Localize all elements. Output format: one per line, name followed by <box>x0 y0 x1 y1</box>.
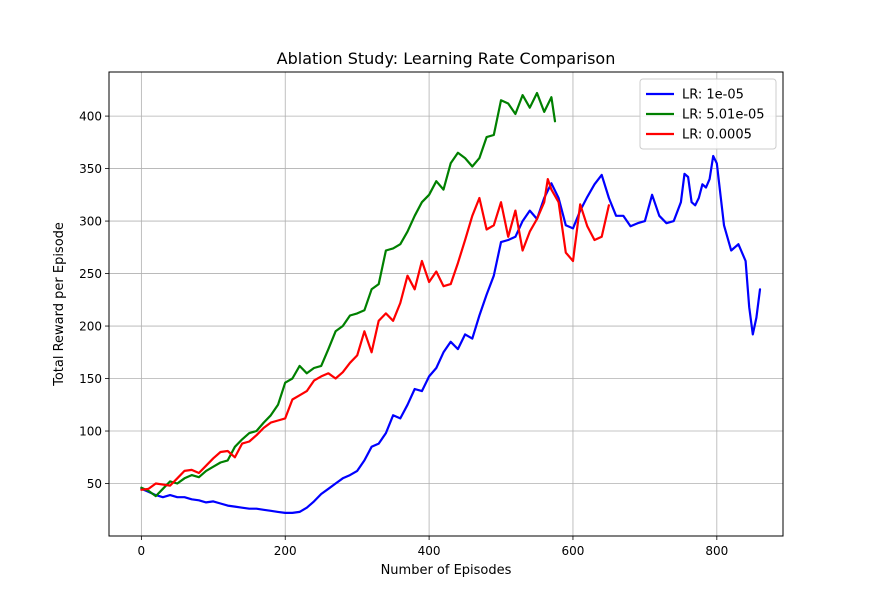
legend-label: LR: 0.0005 <box>682 128 752 143</box>
x-tick-label: 600 <box>562 544 585 558</box>
legend-box <box>639 78 777 150</box>
x-tick-label: 400 <box>418 544 441 558</box>
x-tick-label: 0 <box>138 544 146 558</box>
series-lines <box>140 91 762 514</box>
y-tick-label: 400 <box>79 110 102 124</box>
legend-label: LR: 1e-05 <box>682 88 744 103</box>
y-tick-label: 200 <box>79 320 102 334</box>
x-axis-label: Number of Episodes <box>381 563 512 578</box>
y-tick-label: 350 <box>79 162 102 176</box>
y-axis-label: Total Reward per Episode <box>52 222 67 387</box>
series-line-2 <box>140 91 557 498</box>
legend: LR: 1e-05 LR: 5.01e-05 LR: 0.0005 <box>639 78 777 150</box>
series-line-1 <box>140 154 762 514</box>
y-tick-label: 150 <box>79 372 102 386</box>
legend-label: LR: 5.01e-05 <box>682 108 765 123</box>
y-tick-label: 300 <box>79 215 102 229</box>
axis-ticks: 0 200 400 600 800 50 100 150 200 250 300 350 400 <box>79 110 728 558</box>
y-tick-label: 50 <box>87 477 102 491</box>
y-tick-label: 250 <box>79 267 102 281</box>
x-tick-label: 800 <box>705 544 728 558</box>
plot-frame <box>108 71 784 537</box>
chart-title: Ablation Study: Learning Rate Comparison <box>277 49 616 68</box>
series-line-3 <box>140 178 610 491</box>
y-tick-label: 100 <box>79 425 102 439</box>
x-tick-label: 200 <box>274 544 297 558</box>
